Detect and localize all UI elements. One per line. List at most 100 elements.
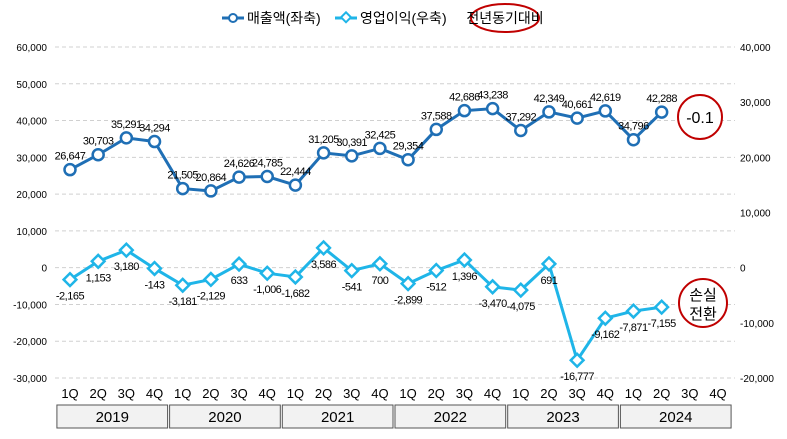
revenue-point <box>260 169 274 184</box>
left-tick-label: 30,000 <box>16 153 47 164</box>
revenue-data-label: 43,238 <box>477 90 508 102</box>
yoy-value: -0.1 <box>686 110 714 127</box>
profit-point <box>174 277 191 294</box>
left-tick-label: 60,000 <box>16 43 47 54</box>
revenue-point <box>147 134 162 149</box>
quarter-label: 4Q <box>709 386 726 401</box>
revenue-data-label: 24,626 <box>224 158 255 170</box>
year-box <box>507 404 619 429</box>
quarter-label: 2Q <box>90 386 107 401</box>
profit-data-label: -512 <box>426 281 446 293</box>
profit-point <box>653 299 670 316</box>
quarter-label: 4Q <box>259 386 276 401</box>
revenue-data-label: 30,391 <box>336 137 367 149</box>
year-box <box>394 404 507 429</box>
revenue-point <box>232 170 246 184</box>
profit-data-label: -3,181 <box>169 296 198 308</box>
profit-point <box>230 256 248 273</box>
legend: 매출액(좌축) 영업이익(우축) 전년동기대비 <box>222 3 544 33</box>
year-label: 2019 <box>96 409 129 426</box>
loss-turn-line2: 전환 <box>689 306 717 323</box>
profit-point <box>202 271 220 288</box>
year-label: 2021 <box>321 409 354 426</box>
revenue-point <box>626 132 641 147</box>
profit-point <box>61 271 79 288</box>
quarter-label: 4Q <box>371 386 388 401</box>
left-tick-label: -30,000 <box>13 374 47 385</box>
revenue-point <box>654 105 669 119</box>
revenue-data-label: 34,796 <box>618 121 649 133</box>
left-tick-label: 20,000 <box>16 190 47 201</box>
revenue-point <box>598 104 613 118</box>
left-tick-label: 40,000 <box>16 117 47 128</box>
left-tick-label: 50,000 <box>16 80 47 91</box>
revenue-data-label: 42,619 <box>590 92 621 104</box>
profit-data-label: 633 <box>231 275 248 287</box>
profit-data-label: -7,871 <box>619 322 648 334</box>
revenue-point <box>119 131 134 145</box>
year-box <box>56 404 169 429</box>
profit-data-label: -2,899 <box>394 295 423 307</box>
profit-data-label: 700 <box>371 275 388 287</box>
profit-data-label: -2,165 <box>56 291 85 303</box>
revenue-data-label: 42,349 <box>534 93 565 105</box>
revenue-data-label: 29,354 <box>393 141 424 153</box>
right-tick-label: 30,000 <box>740 98 771 109</box>
profit-data-label: -7,155 <box>648 318 677 330</box>
quarter-label: 4Q <box>597 386 614 401</box>
quarter-label: 3Q <box>456 386 473 401</box>
year-label: 2024 <box>659 409 692 426</box>
revenue-point <box>344 149 359 163</box>
quarter-label: 4Q <box>484 386 501 401</box>
revenue-point <box>542 105 556 119</box>
right-tick-label: -10,000 <box>740 319 774 330</box>
revenue-point <box>288 178 303 192</box>
quarter-label: 1Q <box>512 386 529 401</box>
legend-revenue-marker <box>228 13 238 23</box>
revenue-data-label: 24,785 <box>252 158 283 170</box>
revenue-data-label: 20,864 <box>196 172 227 184</box>
year-box <box>619 404 732 429</box>
left-tick-label: 10,000 <box>16 227 47 238</box>
yoy-annotation: -0.1 손실 전환 <box>677 94 728 328</box>
revenue-data-label: 26,647 <box>55 151 86 163</box>
revenue-point <box>175 181 190 196</box>
revenue-data-label: 21,505 <box>167 170 198 182</box>
right-tick-label: -20,000 <box>740 374 774 385</box>
profit-data-label: -1,006 <box>253 284 282 296</box>
quarter-label: 3Q <box>118 386 135 401</box>
legend-revenue-label: 매출액(좌축) <box>247 10 321 26</box>
revenue-data-label: 40,661 <box>562 99 593 111</box>
profit-point <box>287 268 304 286</box>
year-box <box>169 404 281 429</box>
profit-data-label: -2,129 <box>197 290 226 302</box>
revenue-point <box>316 146 331 160</box>
legend-note: 전년동기대비 <box>466 10 543 26</box>
profit-point <box>428 262 445 279</box>
year-label: 2022 <box>434 409 467 426</box>
profit-data-label: 1,153 <box>86 272 111 284</box>
quarter-label: 1Q <box>399 386 416 401</box>
quarter-label: 3Q <box>343 386 360 401</box>
profit-data-label: 691 <box>541 275 558 287</box>
left-tick-label: -20,000 <box>13 337 47 348</box>
legend-profit-label: 영업이익(우축) <box>360 10 447 26</box>
revenue-point <box>373 141 387 156</box>
profit-data-label: -3,470 <box>479 298 508 310</box>
quarter-label: 2Q <box>540 386 557 401</box>
revenue-data-label: 42,686 <box>449 92 480 104</box>
profit-data-label: 3,180 <box>114 261 139 273</box>
quarter-label: 2Q <box>315 386 332 401</box>
revenue-data-label: 37,292 <box>505 112 536 124</box>
quarter-label: 2Q <box>202 386 219 401</box>
legend-note-circle <box>470 3 540 33</box>
loss-turn-line1: 손실 <box>689 287 717 304</box>
revenue-data-label: 30,703 <box>83 136 114 148</box>
profit-point <box>484 278 501 295</box>
revenue-point <box>429 122 444 137</box>
profit-point <box>343 262 360 279</box>
profit-data-label: -4,075 <box>507 301 536 313</box>
revenue-line <box>69 107 663 193</box>
